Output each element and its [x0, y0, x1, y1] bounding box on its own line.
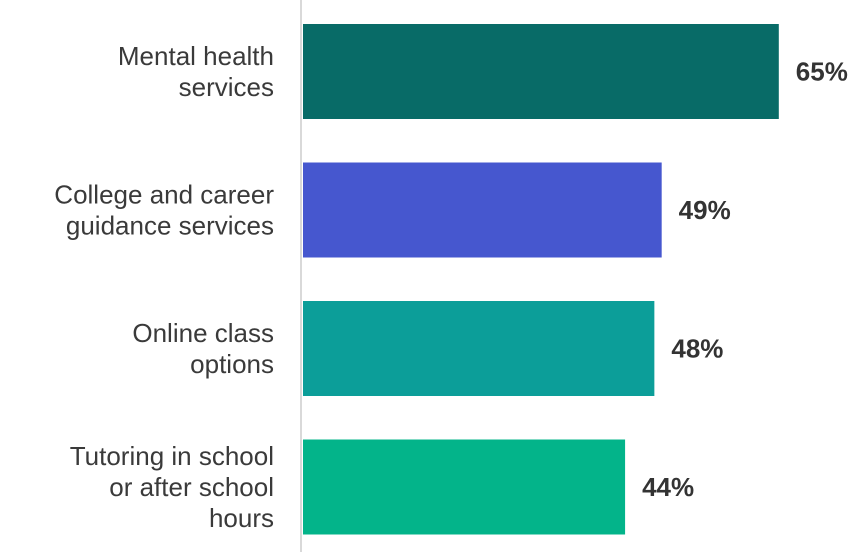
- category-label-1-line-1: Mental health: [118, 41, 274, 71]
- bar-4: [303, 439, 626, 535]
- category-label-3-line-1: Online class: [132, 318, 274, 348]
- bar-3: [303, 301, 655, 396]
- category-label-1-line-2: services: [179, 72, 274, 102]
- category-label-4-line-2: or after school: [109, 472, 274, 502]
- category-label-3-line-2: options: [190, 349, 274, 379]
- category-label-4: Tutoring in school or after school hours: [70, 441, 274, 533]
- category-label-2-line-2: guidance services: [66, 211, 274, 241]
- category-label-2: College and career guidance services: [54, 180, 274, 241]
- category-label-4-line-3: hours: [209, 503, 274, 533]
- value-label-2: 49%: [679, 195, 731, 225]
- value-label-4: 44%: [642, 472, 694, 502]
- value-label-3: 48%: [671, 334, 723, 364]
- bar-1: [303, 24, 779, 119]
- value-label-1: 65%: [796, 57, 848, 87]
- bar-2: [303, 162, 662, 258]
- bars-layer: [303, 24, 779, 535]
- category-label-1: Mental health services: [118, 41, 274, 102]
- category-label-4-line-1: Tutoring in school: [70, 441, 274, 471]
- category-label-3: Online class options: [132, 318, 274, 379]
- value-labels-layer: 65% 49% 48% 44%: [642, 57, 848, 503]
- category-label-2-line-1: College and career: [54, 180, 274, 210]
- category-labels-layer: Mental health services College and career g…: [54, 41, 274, 533]
